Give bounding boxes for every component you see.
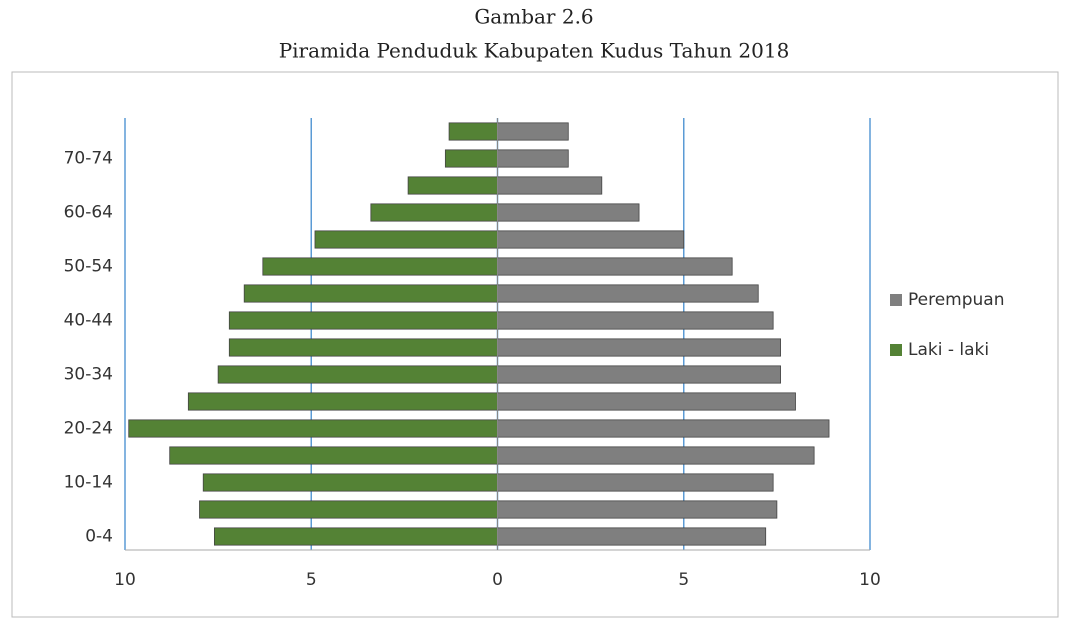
y-tick-label: 60-64 — [64, 203, 113, 223]
chart-title: Gambar 2.6 — [474, 5, 593, 29]
bar — [497, 176, 603, 195]
bar — [497, 149, 569, 168]
bar — [199, 500, 498, 519]
bar — [448, 122, 498, 141]
x-tick-label: 0 — [492, 570, 503, 590]
chart-subtitle: Piramida Penduduk Kabupaten Kudus Tahun … — [279, 39, 790, 63]
x-tick-label: 10 — [114, 570, 136, 590]
x-tick-label: 5 — [306, 570, 317, 590]
x-tick-label: 10 — [859, 570, 881, 590]
bar — [497, 365, 782, 384]
y-tick-label: 40-44 — [64, 311, 113, 331]
bar — [497, 230, 685, 249]
bar — [370, 203, 498, 222]
bar — [169, 446, 498, 465]
bar — [497, 284, 759, 303]
bar — [213, 527, 498, 546]
bar — [497, 338, 782, 357]
bar — [262, 257, 498, 276]
bar — [243, 284, 498, 303]
bar — [497, 203, 640, 222]
bar — [228, 338, 498, 357]
bar — [497, 311, 774, 330]
x-tick-label: 5 — [678, 570, 689, 590]
y-tick-label: 30-34 — [64, 365, 113, 385]
bar — [444, 149, 498, 168]
bar — [497, 392, 796, 411]
bar — [497, 446, 815, 465]
legend-swatch — [890, 344, 902, 356]
bar — [187, 392, 498, 411]
y-tick-label: 0-4 — [85, 527, 113, 547]
legend-label: Perempuan — [908, 290, 1005, 310]
y-tick-label: 70-74 — [64, 149, 113, 169]
bar — [497, 419, 830, 438]
bar — [314, 230, 498, 249]
bar — [407, 176, 498, 195]
bar — [497, 500, 778, 519]
bar — [228, 311, 498, 330]
y-tick-label: 10-14 — [64, 473, 113, 493]
bar — [217, 365, 498, 384]
bar — [497, 527, 767, 546]
y-tick-label: 20-24 — [64, 419, 113, 439]
legend-swatch — [890, 294, 902, 306]
bar — [497, 122, 569, 141]
bar — [497, 257, 733, 276]
bar — [128, 419, 498, 438]
bar — [202, 473, 498, 492]
bar — [497, 473, 774, 492]
legend-label: Laki - laki — [908, 340, 989, 360]
y-tick-label: 50-54 — [64, 257, 113, 277]
